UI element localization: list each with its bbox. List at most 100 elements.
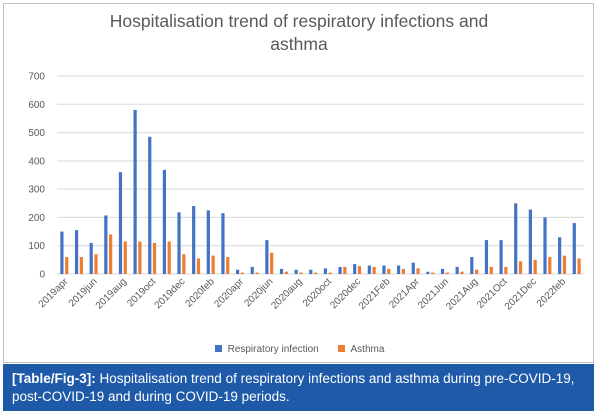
bar-asthma: [445, 272, 449, 274]
bar-respiratory: [162, 169, 166, 274]
y-tick-label: 600: [28, 100, 45, 111]
bar-respiratory: [323, 268, 328, 274]
bar-asthma: [299, 272, 303, 274]
bar-respiratory: [279, 268, 284, 274]
bar-asthma: [211, 255, 215, 274]
figure-caption: [Table/Fig-3]: Hospitalisation trend of …: [3, 364, 594, 411]
bar-respiratory: [499, 240, 503, 274]
bar-asthma: [416, 268, 420, 274]
bar-respiratory: [514, 203, 518, 274]
bar-respiratory: [206, 210, 210, 274]
bar-asthma: [401, 268, 406, 274]
bar-respiratory: [294, 269, 298, 274]
bar-asthma: [460, 271, 464, 274]
bar-asthma: [226, 257, 230, 274]
bar-respiratory: [265, 240, 269, 274]
bar-respiratory: [192, 206, 196, 274]
legend-swatch-asthma: [337, 345, 345, 352]
x-tick-label: 2021Dec: [503, 276, 539, 312]
caption-text: Hospitalisation trend of respiratory inf…: [12, 371, 575, 404]
bar-asthma: [504, 266, 508, 274]
bar-respiratory: [411, 262, 415, 274]
bar-respiratory: [455, 266, 459, 274]
bar-respiratory: [177, 212, 181, 274]
bar-respiratory: [397, 265, 401, 274]
bar-respiratory: [382, 265, 386, 274]
bar-respiratory: [60, 231, 64, 274]
bar-asthma: [255, 272, 259, 274]
bar-asthma: [431, 272, 435, 274]
bar-asthma: [65, 257, 69, 274]
bar-asthma: [328, 272, 332, 274]
bar-respiratory: [250, 266, 254, 274]
x-tick-label: 2020aug: [269, 276, 304, 311]
bar-asthma: [518, 261, 523, 274]
bar-respiratory: [543, 217, 547, 274]
chart-legend: Respiratory infection Asthma: [4, 344, 595, 355]
bar-asthma: [387, 268, 391, 274]
legend-item-asthma: Asthma: [337, 344, 385, 355]
x-tick-label: 2021Aug: [444, 276, 480, 312]
y-tick-label: 700: [28, 72, 45, 83]
legend-label-asthma: Asthma: [350, 344, 385, 355]
bar-asthma: [240, 272, 244, 274]
bar-asthma: [167, 241, 171, 274]
bar-respiratory: [528, 209, 532, 274]
bar-asthma: [270, 252, 274, 274]
x-tick-label: 2020feb: [183, 276, 217, 310]
bar-respiratory: [484, 240, 489, 274]
bar-asthma: [372, 266, 376, 274]
bar-respiratory: [89, 242, 93, 274]
x-tick-label: 2019aug: [94, 276, 129, 311]
bar-asthma: [152, 242, 157, 274]
bar-asthma: [196, 258, 201, 274]
bar-asthma: [79, 257, 83, 274]
bar-respiratory: [221, 213, 225, 274]
bar-respiratory: [133, 109, 137, 274]
bar-asthma: [533, 259, 537, 274]
bar-asthma: [109, 234, 113, 274]
caption-tag: [Table/Fig-3]:: [12, 371, 96, 386]
y-tick-label: 300: [28, 185, 45, 196]
bar-respiratory: [558, 237, 562, 274]
chart-title: Hospitalisation trend of respiratory inf…: [64, 10, 534, 56]
x-tick-label: 2021Feb: [357, 276, 393, 312]
bar-respiratory: [74, 230, 79, 274]
bar-respiratory: [118, 172, 123, 274]
bar-respiratory: [309, 269, 313, 274]
bar-respiratory: [367, 265, 371, 274]
bar-respiratory: [572, 223, 576, 274]
bar-asthma: [313, 272, 318, 274]
bar-asthma: [138, 241, 142, 274]
y-tick-label: 400: [28, 156, 45, 167]
bar-respiratory: [104, 215, 108, 274]
chart-container: Hospitalisation trend of respiratory inf…: [3, 3, 594, 363]
bar-asthma: [123, 241, 127, 274]
bar-respiratory: [426, 271, 430, 274]
bar-asthma: [577, 258, 581, 274]
bar-asthma: [548, 257, 552, 274]
bar-asthma: [475, 269, 479, 274]
bar-asthma: [182, 254, 186, 274]
bar-asthma: [343, 266, 347, 274]
bar-respiratory: [235, 269, 240, 274]
bar-asthma: [489, 266, 493, 274]
bar-respiratory: [470, 257, 474, 274]
y-tick-label: 200: [28, 213, 45, 224]
bar-asthma: [562, 255, 567, 274]
bar-asthma: [284, 271, 288, 274]
x-tick-label: 2019dec: [153, 276, 188, 311]
legend-label-respiratory: Respiratory infection: [227, 344, 319, 355]
y-tick-label: 500: [28, 128, 45, 139]
bar-respiratory: [353, 264, 357, 274]
chart-title-line-1: Hospitalisation trend of respiratory inf…: [109, 11, 489, 31]
bar-respiratory: [338, 266, 342, 274]
chart-title-line-2: asthma: [270, 34, 328, 54]
bar-asthma: [94, 254, 98, 274]
x-tick-label: 2020apr: [212, 276, 246, 310]
bar-asthma: [357, 266, 362, 274]
y-tick-label: 0: [39, 270, 45, 281]
x-tick-label: 2019apr: [37, 276, 71, 310]
bar-respiratory: [440, 268, 445, 274]
y-tick-label: 100: [28, 241, 45, 252]
